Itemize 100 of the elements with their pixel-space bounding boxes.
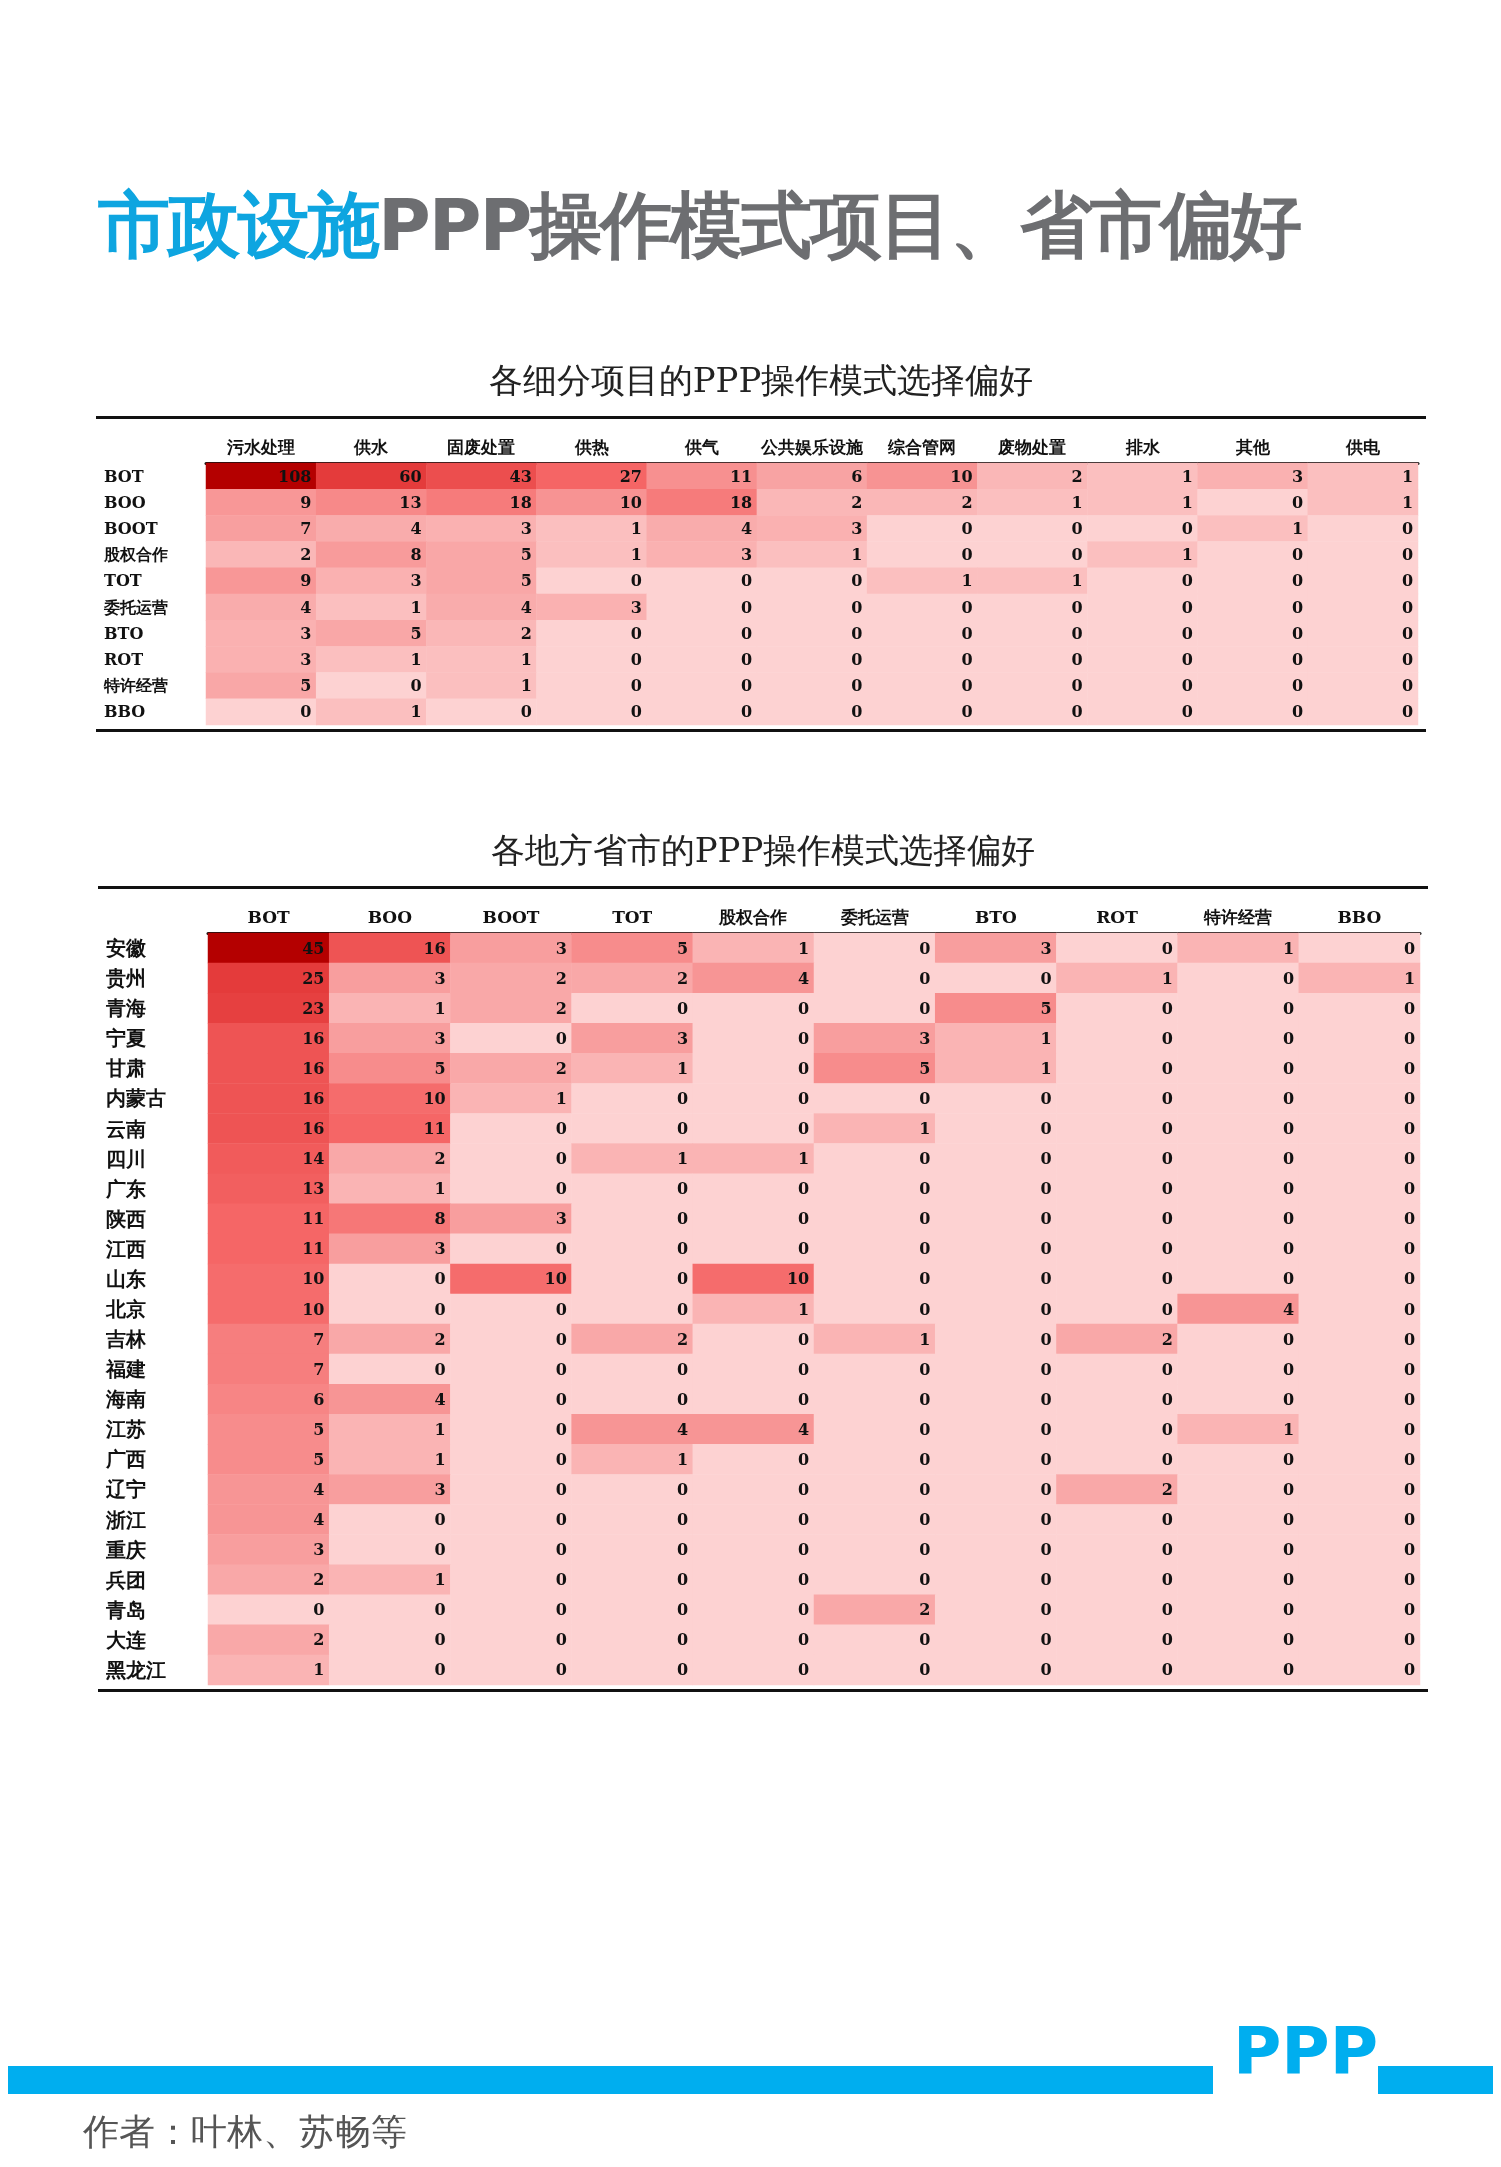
data-label: 10: [302, 1269, 325, 1289]
data-label: 1: [1071, 571, 1083, 591]
data-label: 10: [302, 1299, 325, 1319]
data-label: 5: [1040, 998, 1052, 1018]
data-label: 0: [919, 1088, 931, 1108]
data-label: 4: [676, 1419, 689, 1439]
data-label: 0: [851, 702, 863, 722]
data-label: 0: [1071, 545, 1083, 565]
y-tick-label: 安徽: [106, 936, 147, 961]
data-label: 6: [851, 466, 863, 486]
data-label: 0: [798, 1179, 810, 1199]
data-label: 0: [555, 1119, 567, 1139]
y-tick-label: 委托运营: [103, 597, 168, 617]
data-label: 0: [919, 1179, 931, 1199]
y-tick-label: 江苏: [105, 1417, 146, 1442]
data-label: 0: [919, 968, 931, 988]
data-label: 5: [300, 676, 312, 696]
data-label: 3: [434, 1239, 446, 1259]
data-label: 0: [555, 1329, 567, 1349]
data-label: 60: [399, 466, 422, 486]
data-label: 1: [1404, 968, 1416, 988]
data-label: 5: [313, 1449, 325, 1469]
data-label: 43: [509, 466, 532, 486]
data-label: 0: [1071, 519, 1083, 538]
data-label: 0: [1404, 1570, 1416, 1590]
data-label: 0: [1181, 623, 1193, 643]
data-label: 0: [1402, 597, 1414, 617]
data-label: 0: [1404, 1239, 1416, 1259]
data-label: 0: [919, 1359, 931, 1379]
data-label: 0: [1402, 650, 1414, 669]
data-label: 0: [919, 1660, 931, 1680]
y-tick-label: 福建: [105, 1357, 146, 1382]
data-label: 0: [919, 1540, 931, 1560]
data-label: 1: [851, 545, 863, 565]
data-label: 3: [313, 1540, 325, 1560]
data-label: 11: [423, 1119, 446, 1139]
data-label: 0: [313, 1600, 325, 1620]
data-label: 0: [798, 1058, 810, 1078]
data-label: 0: [1181, 519, 1193, 538]
data-label: 2: [300, 545, 312, 565]
data-label: 0: [741, 650, 753, 669]
data-label: 0: [434, 1660, 446, 1680]
data-label: 3: [676, 1028, 689, 1048]
data-label: 0: [1161, 1660, 1173, 1680]
data-label: 0: [961, 702, 973, 722]
data-label: 0: [1040, 1600, 1052, 1620]
data-label: 2: [961, 492, 973, 512]
data-label: 0: [676, 1660, 689, 1680]
data-label: 2: [434, 1329, 446, 1349]
data-label: 0: [919, 1299, 931, 1319]
data-label: 3: [1291, 466, 1304, 486]
data-label: 0: [1181, 676, 1193, 696]
y-tick-label: 山东: [106, 1266, 146, 1291]
data-label: 0: [1404, 1479, 1416, 1499]
data-label: 0: [798, 1209, 810, 1229]
data-label: 0: [1040, 1510, 1052, 1530]
data-label: 0: [520, 702, 532, 722]
data-label: 16: [302, 1058, 325, 1078]
y-tick-label: BBO: [104, 702, 146, 722]
data-label: 0: [1040, 1630, 1052, 1650]
data-label: 0: [1071, 597, 1083, 617]
data-label: 1: [676, 1149, 689, 1169]
data-label: 0: [1181, 650, 1193, 669]
data-label: 10: [619, 492, 642, 512]
y-tick-label: 吉林: [105, 1327, 147, 1352]
data-label: 0: [1161, 1449, 1173, 1469]
data-label: 2: [676, 968, 689, 988]
data-label: 3: [630, 597, 642, 617]
data-label: 0: [798, 1479, 810, 1499]
y-tick-label: 广东: [105, 1176, 146, 1201]
data-label: 1: [410, 702, 422, 722]
data-label: 0: [919, 1570, 931, 1590]
y-tick-label: 浙江: [105, 1507, 146, 1532]
data-label: 3: [555, 1209, 567, 1229]
data-label: 0: [1161, 1239, 1173, 1259]
data-label: 0: [1161, 1630, 1173, 1650]
x-tick-label: 废物处置: [997, 436, 1067, 457]
data-label: 0: [919, 938, 931, 958]
data-label: 18: [729, 492, 753, 512]
data-label: 0: [1404, 1299, 1416, 1319]
data-label: 0: [1291, 676, 1304, 696]
data-label: 0: [798, 1570, 810, 1590]
data-label: 1: [1402, 492, 1414, 512]
y-tick-label: 青岛: [105, 1597, 146, 1622]
data-label: 25: [302, 968, 325, 988]
data-label: 0: [1402, 545, 1414, 565]
data-label: 0: [300, 702, 312, 722]
data-label: 0: [919, 1419, 931, 1439]
data-label: 0: [1404, 1389, 1416, 1409]
x-tick-label: BOOT: [482, 906, 540, 927]
x-tick-label: 供气: [683, 436, 719, 457]
data-label: 0: [1040, 1269, 1052, 1289]
data-label: 0: [1161, 1119, 1173, 1139]
y-tick-label: 黑龙江: [105, 1657, 166, 1682]
data-label: 3: [520, 519, 532, 538]
data-label: 0: [798, 1600, 810, 1620]
data-label: 1: [410, 597, 422, 617]
data-label: 0: [798, 1449, 810, 1469]
data-label: 0: [434, 1269, 446, 1289]
data-label: 0: [798, 1540, 810, 1560]
